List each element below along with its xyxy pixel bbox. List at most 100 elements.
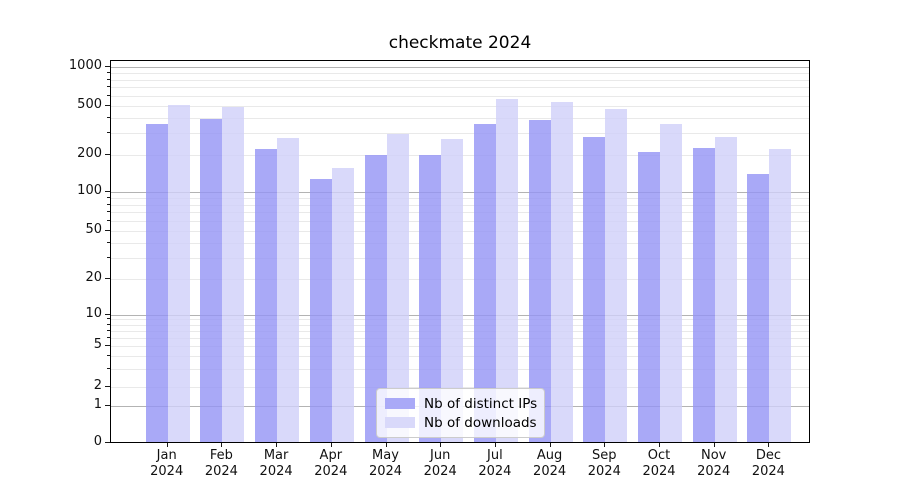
y-tick-label: 10 — [85, 305, 102, 321]
y-tick-label: 100 — [77, 183, 102, 199]
bar-downloads-jan — [167, 105, 190, 442]
y-tick-label: 1 — [93, 397, 102, 412]
legend-swatch-downloads — [385, 417, 415, 428]
y-tick — [105, 313, 110, 315]
x-tick-label: Sep 2024 — [569, 448, 639, 480]
x-tick-label-year: 2024 — [259, 464, 293, 479]
y-tick-label: 50 — [85, 222, 102, 237]
y-tick — [105, 154, 110, 155]
bar-distinct-ips-nov — [692, 148, 715, 442]
x-tick-label-year: 2024 — [533, 464, 567, 479]
y-tick-minor — [107, 197, 110, 199]
y-tick-minor — [107, 211, 110, 213]
x-tick-label-year: 2024 — [314, 464, 348, 479]
y-tick-minor — [107, 86, 110, 88]
bar-distinct-ips-jul — [473, 123, 496, 442]
x-tick — [385, 443, 387, 447]
bar-downloads-may — [386, 133, 409, 442]
x-tick-label: Oct 2024 — [624, 448, 694, 480]
bar-downloads-oct — [660, 123, 682, 442]
gridline — [111, 105, 809, 107]
x-tick — [440, 443, 442, 447]
y-tick — [105, 104, 110, 106]
x-tick-label-year: 2024 — [150, 464, 184, 479]
x-tick-label: Aug 2024 — [515, 448, 585, 480]
bar-distinct-ips-mar — [255, 149, 278, 442]
gridline — [111, 79, 809, 81]
bar-downloads-mar — [277, 137, 300, 442]
legend: Nb of distinct IPs Nb of downloads — [376, 388, 545, 438]
y-tick-minor — [107, 219, 110, 221]
y-tick-minor — [107, 116, 110, 118]
y-tick-minor — [107, 318, 110, 320]
legend-item: Nb of distinct IPs — [385, 396, 537, 412]
x-tick-label-year: 2024 — [751, 464, 785, 479]
x-tick — [604, 443, 606, 447]
x-tick-label-year: 2024 — [368, 464, 403, 479]
y-tick-minor — [107, 94, 110, 96]
x-tick-label: Jan 2024 — [132, 448, 202, 480]
y-tick-label: 20 — [85, 270, 102, 286]
legend-swatch-distinct-ips — [385, 398, 415, 409]
gridline — [111, 133, 809, 135]
bar-downloads-jul — [495, 98, 518, 442]
x-tick-label-month: Apr — [319, 448, 343, 463]
x-tick-label-year: 2024 — [478, 464, 512, 479]
bar-downloads-aug — [550, 102, 573, 442]
y-tick — [105, 345, 110, 346]
bar-distinct-ips-apr — [309, 179, 332, 442]
x-tick-label: Dec 2024 — [733, 448, 803, 480]
y-tick-minor — [107, 256, 110, 258]
x-tick-label-year: 2024 — [642, 464, 676, 479]
y-tick-label: 500 — [77, 96, 102, 112]
x-tick — [549, 443, 551, 447]
gridline — [111, 95, 809, 97]
y-tick — [105, 230, 110, 231]
bar-downloads-jun — [441, 139, 464, 442]
bar-distinct-ips-sep — [583, 136, 606, 442]
x-tick-label-month: Aug — [536, 448, 563, 463]
bar-downloads-nov — [714, 137, 737, 442]
x-tick-label-month: Feb — [209, 448, 233, 463]
y-tick-label: 200 — [77, 146, 102, 161]
bar-distinct-ips-dec — [747, 174, 770, 442]
x-tick-label-year: 2024 — [204, 464, 238, 479]
bar-downloads-feb — [222, 107, 245, 442]
y-tick — [105, 386, 110, 387]
x-tick — [659, 443, 660, 447]
x-tick — [494, 443, 496, 447]
y-tick-label: 0 — [93, 433, 102, 449]
x-tick-label-month: Nov — [701, 448, 727, 463]
x-tick-label: Feb 2024 — [186, 448, 256, 480]
x-tick-label-month: Oct — [647, 448, 671, 463]
gridline — [111, 67, 809, 69]
x-tick-label: Apr 2024 — [296, 448, 366, 480]
x-tick-label-month: Dec — [755, 448, 781, 463]
y-tick-minor — [107, 336, 110, 338]
x-tick-label-year: 2024 — [587, 464, 621, 479]
plot-area — [110, 60, 810, 443]
bar-distinct-ips-jan — [145, 124, 168, 442]
x-tick-label-month: Mar — [263, 448, 289, 463]
chart-title: checkmate 2024 — [388, 33, 532, 53]
x-tick-label: Jul 2024 — [460, 448, 530, 480]
y-tick-minor — [107, 241, 110, 243]
bar-distinct-ips-oct — [638, 151, 660, 442]
x-tick-label-month: Jun — [430, 448, 451, 463]
x-tick — [221, 443, 223, 447]
x-tick-label: Nov 2024 — [679, 448, 749, 480]
x-tick-label: Jun 2024 — [405, 448, 475, 480]
y-tick-minor — [107, 132, 110, 134]
x-tick — [276, 443, 278, 447]
y-tick-label: 2 — [93, 378, 102, 393]
y-tick-minor — [107, 329, 110, 331]
y-tick-minor — [107, 323, 110, 325]
y-tick — [105, 191, 110, 193]
y-tick — [105, 441, 110, 443]
x-tick-label-month: Sep — [592, 448, 617, 463]
bar-downloads-sep — [605, 108, 628, 442]
x-tick-label-month: Jan — [156, 448, 177, 463]
x-tick-label: Mar 2024 — [241, 448, 311, 480]
legend-label: Nb of downloads — [424, 414, 537, 431]
